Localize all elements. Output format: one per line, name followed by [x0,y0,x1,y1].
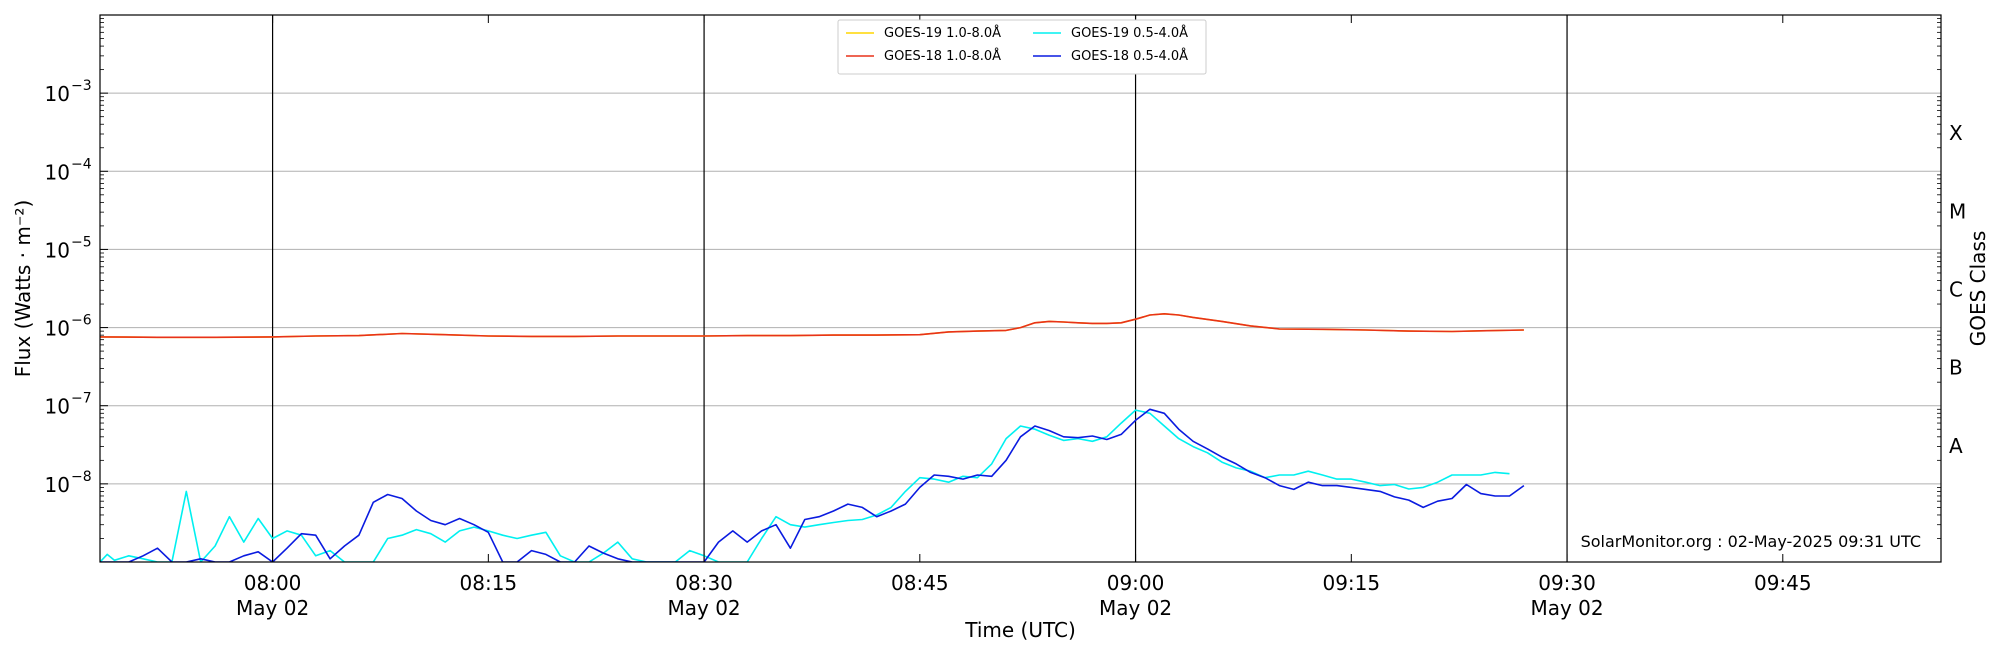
y-tick-label: 10 [45,473,70,497]
day-marker-lines [271,15,1568,562]
y-tick-label: 10 [45,395,70,419]
y-tick-label: 10 [45,317,70,341]
x-tick-label: 09:15 [1322,571,1380,595]
series-line-3 [100,409,1510,562]
x-tick-date-label: May 02 [1530,596,1603,620]
y-tick-label: 10 [45,82,70,106]
x-tick-date-label: May 02 [668,596,741,620]
x-tick-label: 08:30 [675,571,733,595]
goes-class-label: B [1949,356,1963,380]
y-tick-exponent: −3 [71,78,92,94]
y-axis-title: Flux (Watts · m⁻²) [11,200,35,378]
legend-label: GOES-19 0.5-4.0Å [1071,25,1188,41]
y-tick-exponent: −4 [71,156,92,172]
goes-class-label: M [1949,199,1966,223]
goes-class-label: X [1949,121,1963,145]
x-tick-date-label: May 02 [236,596,309,620]
right-axis-title: GOES Class [1966,231,1990,347]
x-tick-label: 08:00 [244,571,302,595]
legend: GOES-19 1.0-8.0Å GOES-18 1.0-8.0Å GOES-19 … [837,19,1207,75]
y-tick-exponent: −8 [71,469,92,485]
y-tick-exponent: −7 [71,391,92,407]
x-tick-label: 09:45 [1754,571,1812,595]
legend-label: GOES-19 1.0-8.0Å [884,25,1001,41]
plot-frame [99,14,1942,563]
series-line-1 [100,312,1524,339]
tick-layer [100,15,1941,562]
legend-label: GOES-18 1.0-8.0Å [884,48,1001,64]
legend-label: GOES-18 0.5-4.0Å [1071,48,1188,64]
goes-class-label: A [1949,434,1963,458]
y-tick-exponent: −6 [71,313,92,329]
legend-box [837,19,1207,75]
series-line-4 [100,408,1525,562]
goes-class-label: C [1949,278,1963,302]
y-tick-exponent: −5 [71,234,92,250]
x-axis-title: Time (UTC) [964,618,1076,642]
x-tick-date-label: May 02 [1099,596,1172,620]
x-tick-label: 08:45 [891,571,949,595]
series-layer [100,312,1525,562]
x-tick-label: 08:15 [460,571,518,595]
y-tick-label: 10 [45,238,70,262]
series-line-2 [100,312,1524,339]
y-tick-label: 10 [45,160,70,184]
credit-label: SolarMonitor.org : 02-May-2025 09:31 UTC [1581,532,1921,551]
x-tick-label: 09:30 [1538,571,1596,595]
x-tick-label: 09:00 [1107,571,1165,595]
